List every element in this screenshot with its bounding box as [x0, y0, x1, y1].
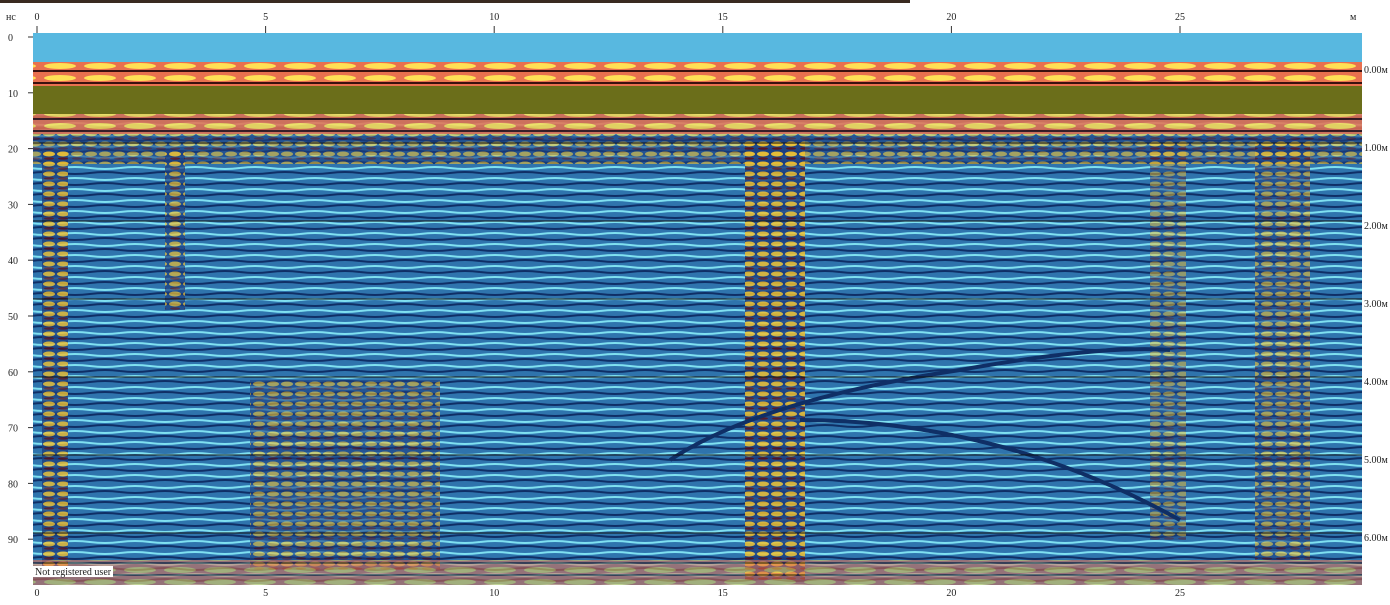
bottom-tick-label: 10	[489, 588, 499, 599]
left-tick-label: 50	[8, 312, 18, 323]
top-tick-label: 15	[718, 12, 728, 23]
bottom-tick-label: 5	[263, 588, 268, 599]
depth-label: 4.00м	[1364, 377, 1389, 388]
left-tick-label: 0	[8, 33, 13, 44]
depth-label: 5.00м	[1364, 455, 1389, 466]
left-tick-label: 30	[8, 200, 18, 211]
top-tick-label: 0	[35, 12, 40, 23]
image-strip	[0, 0, 910, 3]
depth-label: 6.00м	[1364, 533, 1389, 544]
left-tick-label: 90	[8, 535, 18, 546]
top-tick-label: 25	[1175, 12, 1185, 23]
left-tick-label: 40	[8, 256, 18, 267]
distance-unit: м	[1350, 12, 1357, 23]
top-tick-label: 5	[263, 12, 268, 23]
left-tick-label: 10	[8, 89, 18, 100]
left-tick-label: 20	[8, 145, 18, 156]
depth-label: 3.00м	[1364, 299, 1389, 310]
bottom-tick-label: 25	[1175, 588, 1185, 599]
bottom-tick-label: 15	[718, 588, 728, 599]
left-tick-label: 70	[8, 424, 18, 435]
left-tick-label: 60	[8, 368, 18, 379]
depth-label: 2.00м	[1364, 221, 1389, 232]
time-unit: нс	[6, 12, 16, 23]
bottom-tick-label: 20	[946, 588, 956, 599]
depth-label: 1.00м	[1364, 143, 1389, 154]
top-tick-label: 10	[489, 12, 499, 23]
bottom-tick-label: 0	[35, 588, 40, 599]
watermark: Not registered user	[35, 567, 112, 578]
radargram	[33, 33, 1362, 585]
radargram-window: Not registered user нс м 0 0 5 5 10 10 15 15 20 2…	[0, 0, 1390, 600]
top-tick-label: 20	[946, 12, 956, 23]
left-tick-label: 80	[8, 479, 18, 490]
depth-label: 0.00м	[1364, 65, 1389, 76]
